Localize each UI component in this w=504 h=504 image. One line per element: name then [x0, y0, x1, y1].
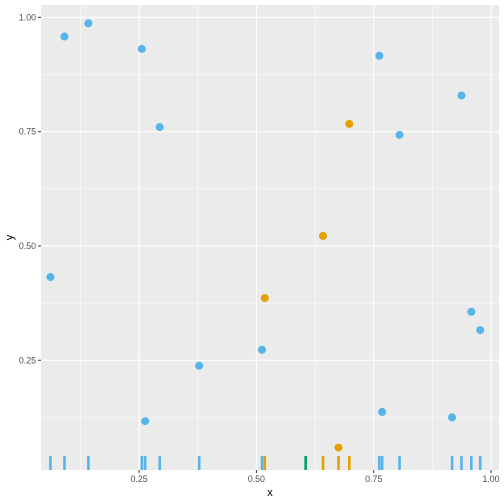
data-point: [260, 294, 269, 303]
x-axis: 0.25 0.50 0.75 1.00: [131, 470, 500, 484]
data-point: [395, 130, 404, 139]
major-gridlines: [41, 5, 499, 470]
data-point: [476, 326, 485, 335]
data-point: [375, 51, 384, 60]
data-point: [60, 32, 69, 41]
data-points: [46, 19, 485, 452]
y-tick-label: 1.00: [19, 12, 36, 22]
x-tick-label: 0.50: [248, 474, 265, 484]
data-point: [334, 443, 343, 452]
x-tick-label: 0.75: [365, 474, 382, 484]
data-point: [378, 407, 387, 416]
data-point: [467, 307, 476, 316]
y-axis-title: y: [4, 234, 16, 240]
data-point: [141, 417, 150, 426]
data-point: [345, 119, 354, 128]
rug-marks: [49, 456, 482, 470]
data-point: [155, 123, 164, 132]
data-point: [137, 44, 146, 53]
y-axis: 0.25 0.50 0.75 1.00: [19, 12, 41, 365]
data-point: [46, 273, 55, 282]
data-point: [448, 413, 457, 422]
y-tick-label: 0.25: [19, 355, 36, 365]
y-tick-label: 0.75: [19, 127, 36, 137]
x-axis-title: x: [267, 487, 273, 499]
y-tick-label: 0.50: [19, 241, 36, 251]
data-point: [195, 361, 204, 370]
data-point: [457, 91, 466, 100]
data-point: [319, 231, 328, 240]
data-point: [258, 345, 267, 354]
plot-panel: [41, 5, 499, 470]
x-tick-label: 1.00: [482, 474, 499, 484]
minor-gridlines: [41, 5, 499, 470]
data-point: [84, 19, 93, 28]
x-tick-label: 0.25: [131, 474, 148, 484]
